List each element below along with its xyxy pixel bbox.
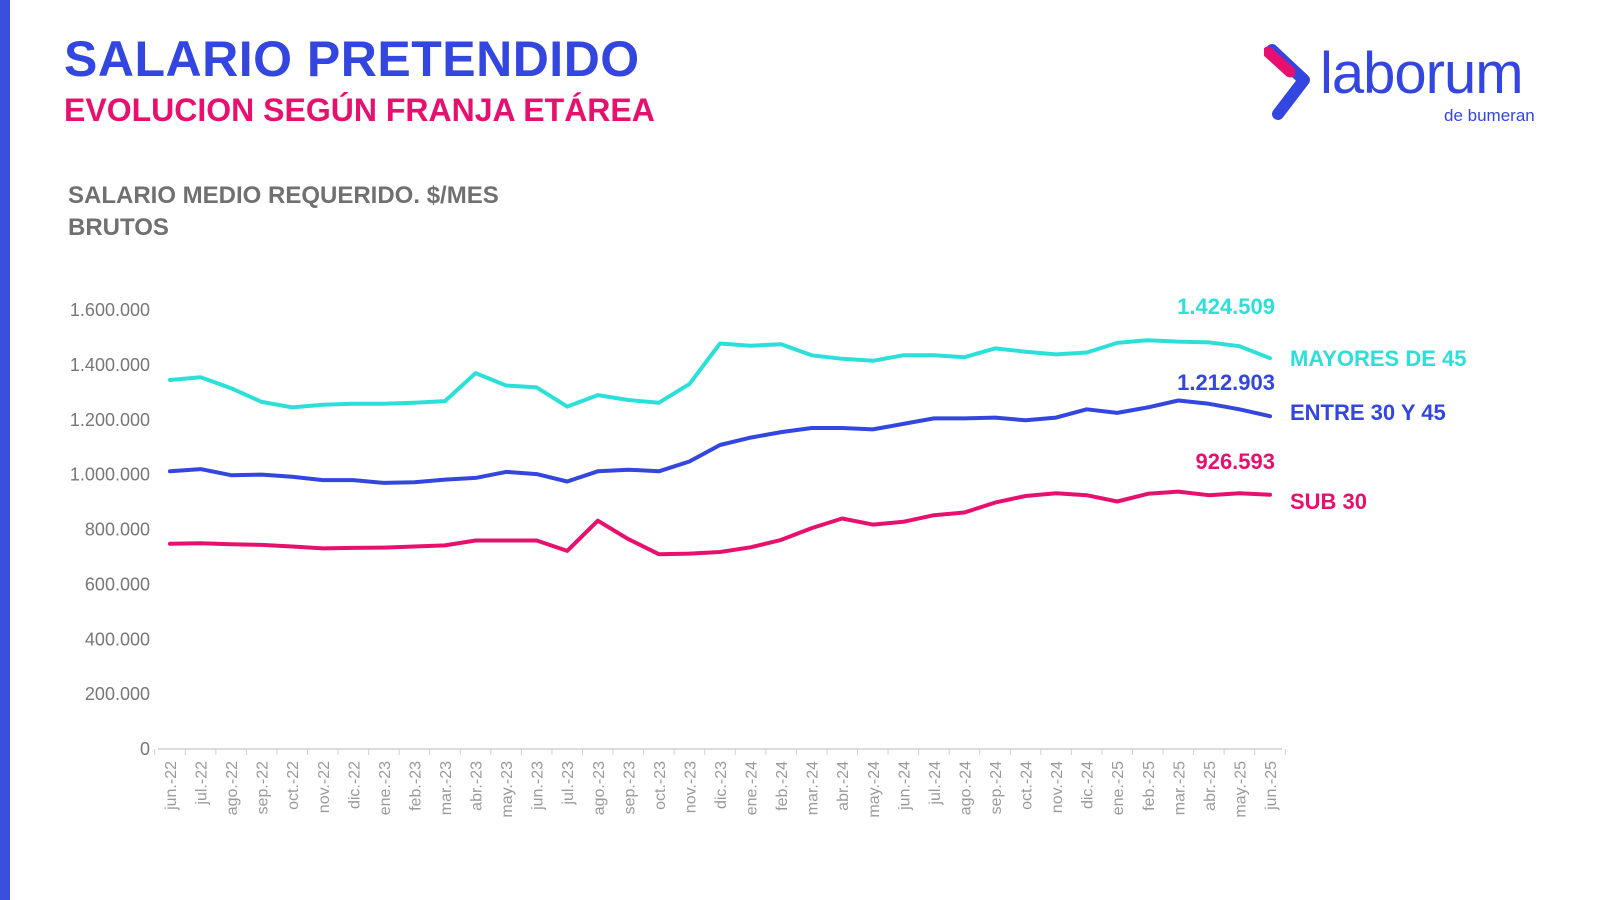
series-last-value-label: 1.212.903 [1177, 370, 1275, 395]
y-tick-label: 1.200.000 [70, 410, 150, 430]
x-tick-label: may.-25 [1232, 761, 1249, 818]
x-tick-label: oct.-22 [285, 761, 302, 810]
chart-title: SALARIO MEDIO REQUERIDO. $/MES BRUTOS [68, 180, 499, 244]
logo-subtext: de bumeran [1444, 106, 1535, 125]
x-tick-label: jun.-25 [1263, 761, 1280, 811]
y-tick-label: 1.400.000 [70, 355, 150, 375]
x-tick-label: ene.-25 [1110, 761, 1127, 815]
chart-title-line-2: BRUTOS [68, 214, 169, 241]
x-tick-label: ene.-23 [377, 761, 394, 815]
logo-arrow-icon [1264, 44, 1310, 120]
y-tick-label: 0 [140, 739, 150, 759]
series-last-value-label: 1.424.509 [1177, 294, 1275, 319]
x-tick-label: abr.-25 [1202, 761, 1219, 811]
x-tick-label: ene.-24 [744, 761, 761, 815]
y-tick-label: 200.000 [85, 684, 150, 704]
x-tick-label: abr.-23 [469, 761, 486, 811]
x-tick-label: jun.-24 [896, 761, 913, 811]
series-line-1 [168, 338, 1272, 410]
x-tick-label: mar.-25 [1171, 761, 1188, 815]
x-tick-label: feb.-24 [774, 761, 791, 811]
x-tick-label: sep.-23 [621, 761, 638, 814]
x-tick-label: mar.-23 [438, 761, 455, 815]
logo-wordmark: laborum [1320, 41, 1524, 106]
x-tick-label: dic.-22 [346, 761, 363, 809]
x-tick-label: feb.-23 [407, 761, 424, 811]
x-tick-label: ago.-23 [591, 761, 608, 815]
series-line-3 [168, 489, 1272, 557]
y-tick-label: 800.000 [85, 520, 150, 540]
x-tick-label: sep.-24 [988, 761, 1005, 814]
series-line-2 [168, 398, 1272, 485]
page-title: SALARIO PRETENDIDO [64, 31, 640, 87]
x-tick-label: sep.-22 [255, 761, 272, 814]
x-tick-label: nov.-22 [316, 761, 333, 813]
x-tick-label: jul.-22 [194, 761, 211, 806]
x-tick-label: jun.-23 [530, 761, 547, 811]
series-name-label: ENTRE 30 Y 45 [1290, 400, 1446, 425]
x-tick-label: mar.-24 [805, 761, 822, 815]
x-tick-label: dic.-24 [1080, 761, 1097, 809]
x-tick-label: may.-23 [499, 761, 516, 818]
series-name-label: SUB 30 [1290, 489, 1367, 514]
x-tick-label: nov.-23 [682, 761, 699, 813]
x-tick-label: ago.-22 [224, 761, 241, 815]
x-tick-label: jul.-23 [560, 761, 577, 806]
chart-title-line-1: SALARIO MEDIO REQUERIDO. $/MES [68, 182, 499, 209]
left-accent-bar [0, 0, 10, 900]
y-tick-label: 1.000.000 [70, 465, 150, 485]
x-tick-label: ago.-24 [957, 761, 974, 815]
x-tick-label: jul.-24 [927, 761, 944, 806]
page-subtitle: EVOLUCION SEGÚN FRANJA ETÁREA [64, 92, 655, 128]
x-tick-label: jun.-22 [163, 761, 180, 811]
x-tick-label: feb.-25 [1141, 761, 1158, 811]
y-tick-label: 1.600.000 [70, 300, 150, 320]
x-tick-label: oct.-24 [1019, 761, 1036, 810]
x-tick-label: oct.-23 [652, 761, 669, 810]
x-tick-label: nov.-24 [1049, 761, 1066, 813]
series-name-label: MAYORES DE 45 [1290, 346, 1466, 371]
series-last-value-label: 926.593 [1195, 449, 1275, 474]
x-tick-label: may.-24 [866, 761, 883, 818]
x-tick-label: dic.-23 [713, 761, 730, 809]
x-tick-label: abr.-24 [835, 761, 852, 811]
y-tick-label: 600.000 [85, 574, 150, 594]
y-tick-label: 400.000 [85, 629, 150, 649]
laborum-logo: laborum de bumeran [1264, 40, 1564, 130]
